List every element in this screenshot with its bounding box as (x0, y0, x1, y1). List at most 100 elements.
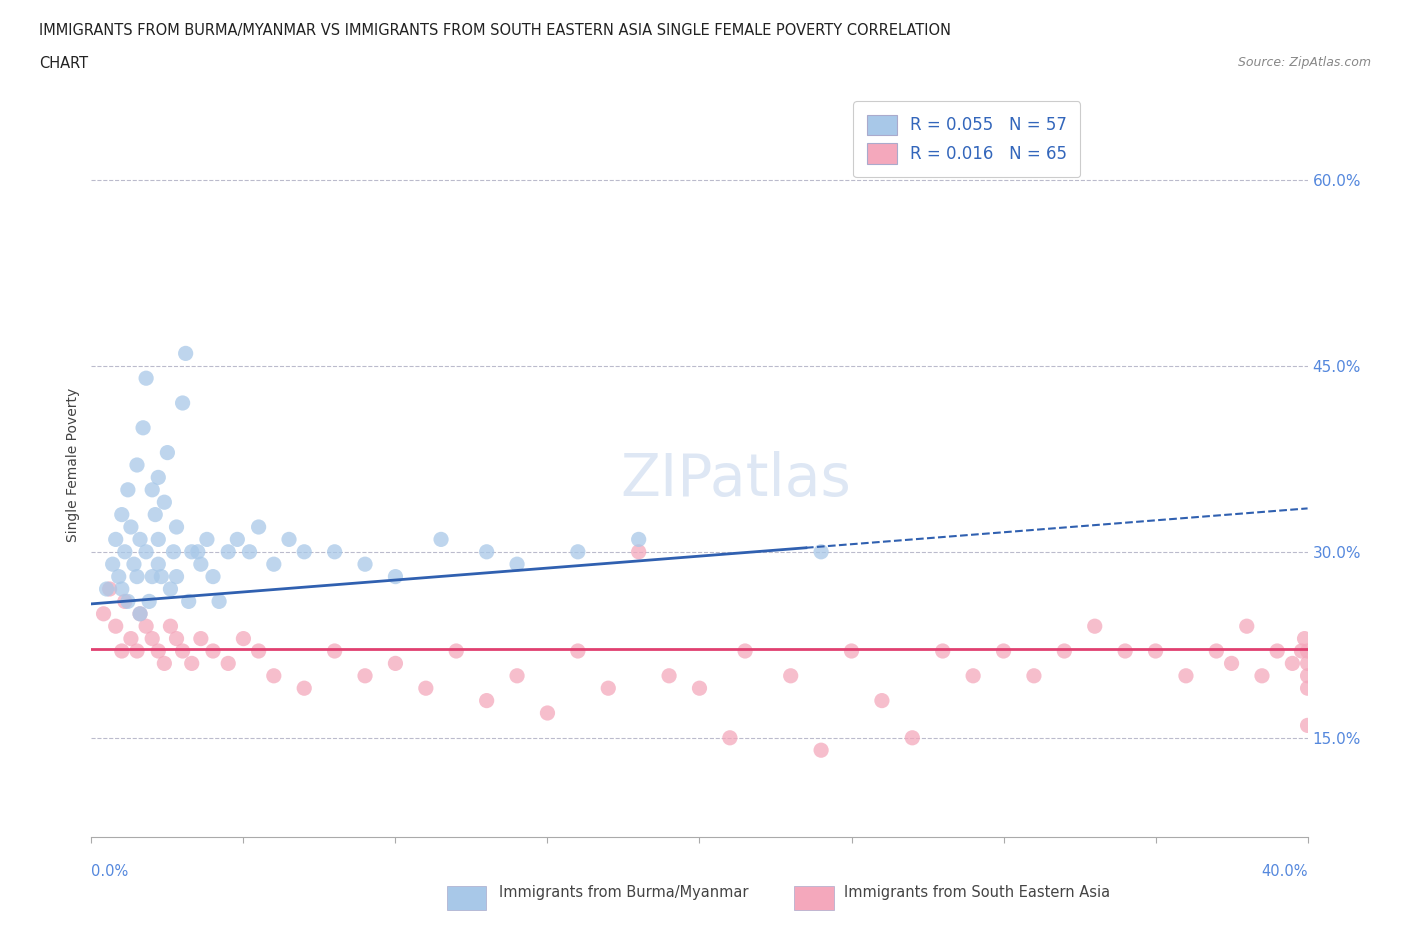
Point (292, 681, 315, 696)
Point (120, 631, 142, 646)
Point (354, 557, 377, 572)
Point (135, 618, 157, 633)
Point (475, 693, 498, 708)
Point (688, 681, 710, 696)
Point (159, 618, 181, 633)
Point (111, 507, 134, 522)
Point (101, 557, 124, 572)
Point (135, 371, 157, 386)
Point (166, 569, 188, 584)
Point (107, 569, 129, 584)
Point (444, 644, 467, 658)
Point (125, 458, 148, 472)
Text: Immigrants from Burma/Myanmar: Immigrants from Burma/Myanmar (499, 885, 748, 900)
Point (125, 569, 148, 584)
Point (232, 631, 254, 646)
Point (384, 656, 406, 671)
Point (98, 581, 121, 596)
Legend: R = 0.055   N = 57, R = 0.016   N = 65: R = 0.055 N = 57, R = 0.016 N = 65 (853, 101, 1080, 177)
Point (841, 644, 863, 658)
Point (143, 507, 166, 522)
Point (1265, 644, 1288, 658)
Point (217, 656, 239, 671)
Point (117, 483, 139, 498)
Text: 0.0%: 0.0% (91, 864, 128, 879)
Point (238, 544, 260, 559)
Point (132, 420, 155, 435)
Point (323, 644, 346, 658)
Point (415, 681, 437, 696)
Point (141, 631, 163, 646)
Point (567, 644, 589, 658)
Point (148, 557, 170, 572)
Point (1114, 644, 1136, 658)
Point (506, 669, 529, 684)
Point (190, 557, 212, 572)
Point (195, 532, 218, 547)
Point (1053, 644, 1076, 658)
Point (598, 681, 620, 696)
Point (1291, 644, 1313, 658)
Point (148, 644, 170, 658)
Point (263, 669, 285, 684)
Point (1174, 669, 1197, 684)
Point (114, 594, 136, 609)
Point (384, 569, 406, 584)
Point (536, 706, 558, 721)
Point (141, 483, 163, 498)
Point (153, 495, 176, 510)
Point (180, 544, 202, 559)
Point (810, 544, 832, 559)
Point (1294, 631, 1316, 646)
Text: Source: ZipAtlas.com: Source: ZipAtlas.com (1237, 56, 1371, 69)
Point (166, 520, 188, 535)
Point (104, 532, 127, 547)
Point (1084, 618, 1107, 633)
Point (292, 544, 315, 559)
Point (323, 544, 346, 559)
Point (718, 730, 741, 745)
Point (1144, 644, 1167, 658)
Point (506, 557, 529, 572)
Point (114, 544, 136, 559)
Text: 40.0%: 40.0% (1261, 864, 1308, 879)
Point (1296, 656, 1319, 671)
Point (870, 693, 893, 708)
Point (172, 395, 194, 410)
Point (172, 644, 194, 658)
Point (931, 644, 953, 658)
Text: Immigrants from South Eastern Asia: Immigrants from South Eastern Asia (844, 885, 1109, 900)
Point (1296, 669, 1319, 684)
Point (779, 669, 801, 684)
Point (1296, 644, 1319, 658)
Point (354, 669, 377, 684)
Point (658, 669, 681, 684)
Point (187, 544, 209, 559)
Point (153, 656, 176, 671)
Text: ZIPatlas: ZIPatlas (620, 451, 852, 509)
Point (226, 532, 249, 547)
Point (150, 569, 173, 584)
Point (122, 557, 145, 572)
Point (111, 644, 134, 658)
Point (202, 569, 225, 584)
Point (1251, 669, 1274, 684)
Text: IMMIGRANTS FROM BURMA/MYANMAR VS IMMIGRANTS FROM SOUTH EASTERN ASIA SINGLE FEMAL: IMMIGRANTS FROM BURMA/MYANMAR VS IMMIGRA… (39, 23, 952, 38)
Point (190, 631, 212, 646)
Point (475, 544, 498, 559)
Point (1281, 656, 1303, 671)
Point (166, 631, 188, 646)
Point (96, 581, 118, 596)
Point (202, 644, 225, 658)
Point (247, 644, 270, 658)
Point (93, 606, 115, 621)
Point (180, 656, 202, 671)
Point (159, 581, 181, 596)
Point (1022, 669, 1045, 684)
Point (208, 594, 231, 609)
Point (162, 544, 184, 559)
Text: CHART: CHART (39, 56, 89, 71)
Point (148, 532, 170, 547)
Point (993, 644, 1015, 658)
Point (141, 569, 163, 584)
